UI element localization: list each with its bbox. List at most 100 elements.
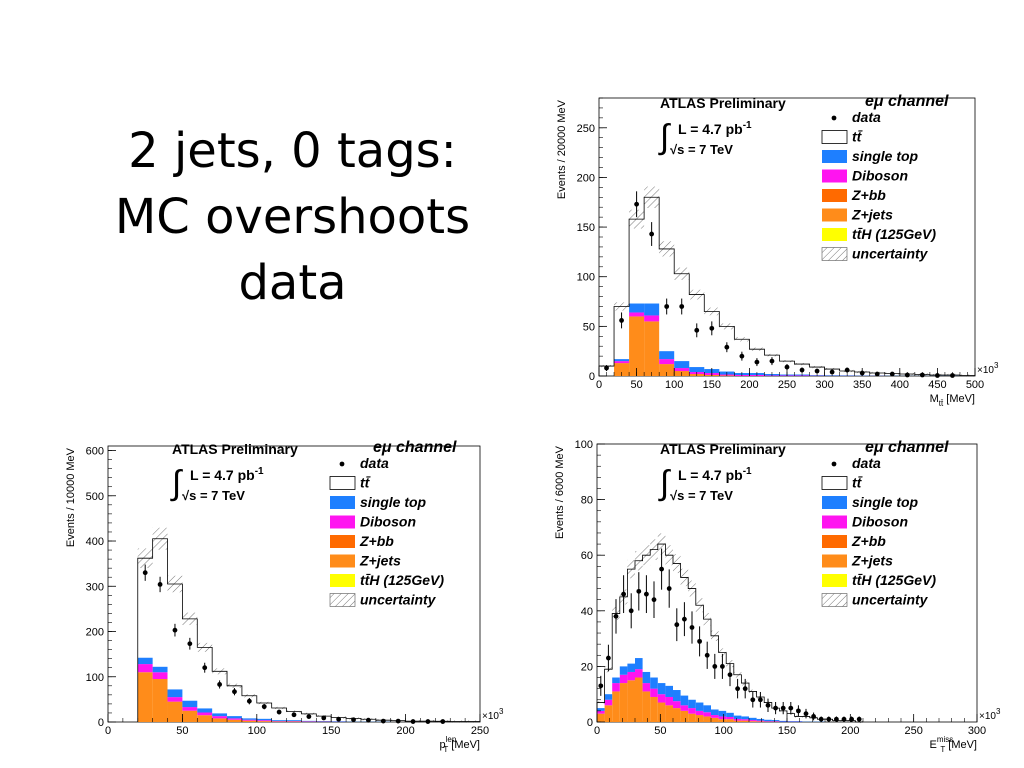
diboson-bar bbox=[614, 361, 630, 364]
z-jets-bar bbox=[197, 715, 213, 722]
data-point bbox=[172, 627, 178, 633]
single-top-bar bbox=[137, 657, 153, 665]
x-tick-label: 200 bbox=[740, 379, 758, 391]
single-top-bar bbox=[627, 663, 635, 672]
data-point bbox=[613, 613, 619, 619]
data-point bbox=[674, 622, 680, 628]
legend-z-jets-swatch bbox=[822, 208, 847, 222]
y-tick-label: 0 bbox=[587, 717, 593, 729]
diboson-bar bbox=[771, 721, 780, 722]
data-point bbox=[739, 353, 745, 359]
legend-tt--swatch bbox=[821, 476, 848, 490]
legend-z-jets-label: Z+jets bbox=[359, 553, 401, 569]
diboson-bar bbox=[674, 368, 690, 372]
z-jets-bar bbox=[241, 720, 257, 722]
z-jets-bar bbox=[182, 710, 198, 722]
data-point bbox=[621, 591, 626, 597]
data-point bbox=[712, 664, 718, 669]
single-top-bar bbox=[197, 708, 213, 713]
data-point bbox=[157, 582, 163, 587]
z-jets-bar bbox=[650, 696, 658, 722]
plot-frame bbox=[596, 443, 978, 723]
y-tick-label: 60 bbox=[581, 550, 593, 562]
data-point bbox=[765, 702, 771, 708]
x-tick-label: 150 bbox=[322, 725, 340, 737]
single-top-bar bbox=[614, 359, 630, 362]
z-jets-bar bbox=[137, 672, 153, 722]
single-top-bar bbox=[711, 709, 719, 716]
single-top-bar bbox=[619, 666, 628, 675]
diboson-bar bbox=[604, 699, 613, 706]
single-top-bar bbox=[779, 720, 787, 722]
single-top-bar bbox=[644, 303, 660, 316]
data-point bbox=[724, 344, 730, 350]
x-axis-label: Emiss T [MeV] bbox=[930, 735, 977, 754]
x-tick-label: 300 bbox=[815, 379, 833, 391]
x-multiplier: ×103 bbox=[482, 707, 504, 722]
z-jets-bar bbox=[152, 679, 168, 722]
mtt-histogram: 0 50 100 150 200 250 300 350 400 450 500 0 50 100 150 2… bbox=[556, 93, 999, 408]
legend-z-bb-swatch bbox=[330, 535, 355, 548]
z-jets-bar bbox=[718, 719, 727, 722]
data-point bbox=[799, 367, 805, 373]
diboson-bar bbox=[256, 720, 272, 722]
data-point bbox=[856, 716, 862, 722]
data-point bbox=[636, 588, 642, 594]
y-tick-label: 500 bbox=[86, 491, 104, 503]
diboson-bar bbox=[197, 712, 213, 716]
single-top-bar bbox=[756, 718, 765, 721]
atlas-label: ATLAS Preliminary bbox=[172, 441, 298, 457]
legend-uncertainty-label: uncertainty bbox=[852, 246, 929, 262]
y-tick-label: 400 bbox=[86, 536, 104, 548]
single-top-bar bbox=[597, 708, 605, 711]
x-tick-label: 350 bbox=[853, 379, 871, 391]
y-tick-label: 100 bbox=[577, 272, 595, 284]
legend-tt-h-125gev--label: tt̄H (125GeV) bbox=[360, 572, 444, 588]
legend-uncertainty-swatch bbox=[821, 593, 848, 607]
y-tick-label: 80 bbox=[581, 495, 593, 507]
z-jets-bar bbox=[659, 364, 675, 376]
channel-label: eμ channel bbox=[865, 93, 949, 110]
integral-sign: ∫ bbox=[658, 464, 671, 502]
legend-z-jets-label: Z+jets bbox=[851, 553, 893, 569]
legend-z-bb-label: Z+bb bbox=[851, 533, 886, 549]
x-tick-label: 150 bbox=[703, 379, 721, 391]
diboson-bar bbox=[644, 315, 660, 322]
legend-tt-h-125gev--swatch bbox=[822, 228, 847, 241]
diboson-bar bbox=[182, 707, 198, 711]
y-tick-label: 50 bbox=[583, 321, 595, 333]
diboson-bar bbox=[711, 715, 719, 718]
single-top-bar bbox=[764, 719, 772, 722]
plot-frame bbox=[598, 97, 976, 377]
x-axis-label: Mtt̄ [MeV] bbox=[930, 393, 975, 408]
data-point bbox=[811, 714, 816, 719]
z-jets-bar bbox=[597, 713, 605, 722]
diboson-bar bbox=[629, 312, 645, 317]
data-point bbox=[826, 716, 832, 722]
data-point bbox=[232, 689, 237, 695]
channel-label: eμ channel bbox=[865, 439, 949, 456]
diboson-bar bbox=[597, 710, 605, 714]
data-point bbox=[841, 716, 847, 722]
x-tick-label: 50 bbox=[630, 379, 642, 391]
single-top-bar bbox=[726, 712, 734, 717]
z-jets-bar bbox=[733, 720, 742, 722]
diboson-bar bbox=[650, 688, 658, 697]
legend-tt-h-125gev--swatch bbox=[330, 574, 355, 587]
z-jets-bar bbox=[167, 701, 183, 722]
x-tick-label: 250 bbox=[778, 379, 796, 391]
z-jets-bar bbox=[212, 718, 228, 722]
single-top-bar bbox=[635, 658, 643, 670]
single-top-bar bbox=[241, 718, 257, 720]
single-top-bar bbox=[733, 715, 742, 719]
x-tick-label: 50 bbox=[654, 725, 666, 737]
single-top-bar bbox=[271, 720, 287, 722]
single-top-bar bbox=[182, 700, 198, 708]
x-tick-label: 100 bbox=[665, 379, 683, 391]
legend-diboson-swatch bbox=[330, 515, 355, 529]
legend-diboson-swatch bbox=[822, 515, 847, 529]
data-point bbox=[664, 304, 670, 309]
single-top-bar bbox=[718, 710, 727, 717]
y-tick-label: 200 bbox=[86, 627, 104, 639]
energy-label: √s = 7 TeV bbox=[670, 142, 733, 157]
